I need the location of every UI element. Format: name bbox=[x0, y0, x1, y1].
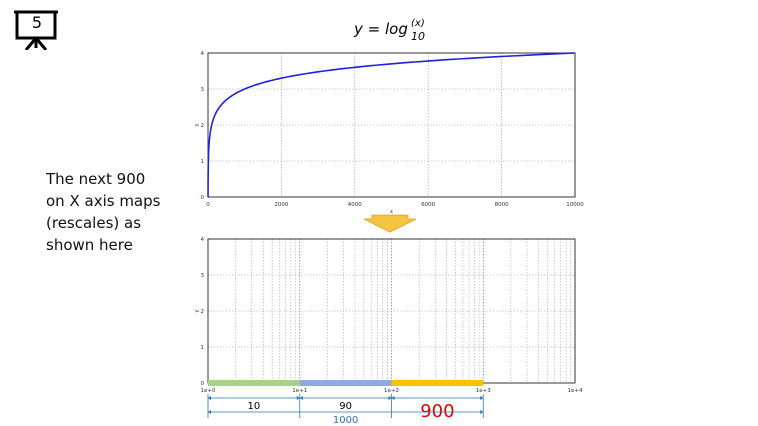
y-tick-label: 3 bbox=[201, 87, 205, 93]
side-note-line: (rescales) as bbox=[46, 214, 142, 232]
x-tick-label: 1e+0 bbox=[201, 388, 216, 394]
segment-label: 10 bbox=[248, 401, 261, 412]
side-note-line: shown here bbox=[46, 236, 133, 254]
arrowhead bbox=[208, 409, 211, 415]
total-label: 1000 bbox=[333, 415, 358, 426]
log-curve bbox=[207, 52, 576, 198]
arrowhead bbox=[388, 395, 392, 401]
range-segments bbox=[208, 380, 484, 386]
range-segment-bar bbox=[299, 380, 392, 386]
bottom-y-axis-label: y bbox=[194, 309, 200, 312]
y-tick-label: 1 bbox=[201, 159, 205, 165]
y-tick-label: 0 bbox=[201, 195, 205, 201]
x-tick-label: 2000 bbox=[274, 202, 288, 208]
segment-label: 90 bbox=[339, 401, 352, 412]
arrowhead bbox=[391, 395, 395, 401]
x-tick-label: 4000 bbox=[348, 202, 362, 208]
equation-title: y = log 10 (x) bbox=[353, 18, 425, 43]
bottom-chart-grid bbox=[207, 238, 576, 384]
x-tick-label: 1e+2 bbox=[384, 388, 399, 394]
x-tick-label: 6000 bbox=[421, 202, 435, 208]
y-tick-label: 3 bbox=[201, 273, 205, 279]
x-tick-label: 1e+1 bbox=[292, 388, 307, 394]
arrowhead bbox=[296, 395, 300, 401]
y-tick-label: 4 bbox=[201, 237, 205, 243]
arrowhead bbox=[480, 395, 484, 401]
side-note: The next 900 on X axis maps (rescales) a… bbox=[46, 168, 176, 256]
top-chart-ticks: 0 2000 4000 6000 8000 10000 0 1 2 3 4 bbox=[201, 51, 585, 208]
y-tick-label: 4 bbox=[201, 51, 205, 57]
top-y-axis-label: y bbox=[194, 123, 200, 126]
equation-superscript: (x) bbox=[411, 18, 425, 29]
x-tick-label: 0 bbox=[206, 202, 210, 208]
arrowhead bbox=[299, 395, 303, 401]
down-arrow-icon bbox=[363, 214, 417, 233]
x-tick-label: 1e+3 bbox=[476, 388, 491, 394]
equation-subscript: 10 bbox=[411, 30, 425, 43]
y-tick-label: 0 bbox=[201, 381, 205, 387]
y-tick-label: 2 bbox=[201, 309, 205, 315]
top-chart-frame bbox=[207, 52, 576, 198]
side-note-line: on X axis maps bbox=[46, 192, 161, 210]
y-tick-label: 2 bbox=[201, 123, 205, 129]
segment-label-highlight: 900 bbox=[420, 401, 454, 422]
y-tick-label: 1 bbox=[201, 345, 205, 351]
presentation-board-icon bbox=[14, 10, 58, 50]
arrowhead bbox=[208, 395, 211, 401]
side-note-line: The next 900 bbox=[46, 170, 146, 188]
dimension-annotations: 10 90 900 1000 bbox=[207, 394, 484, 426]
top-x-axis-label: x bbox=[390, 209, 393, 215]
range-segment-bar bbox=[391, 380, 484, 386]
x-tick-label: 1e+4 bbox=[568, 388, 583, 394]
top-chart-grid bbox=[207, 52, 576, 198]
range-segment-bar bbox=[208, 380, 300, 386]
arrowhead bbox=[480, 409, 484, 415]
x-tick-label: 10000 bbox=[566, 202, 584, 208]
bottom-chart-ticks: 1e+0 1e+1 1e+2 1e+3 1e+4 0 1 2 3 4 bbox=[201, 237, 583, 394]
slide-number: 5 bbox=[31, 13, 43, 32]
equation-main: y = log bbox=[353, 20, 408, 38]
x-tick-label: 8000 bbox=[495, 202, 509, 208]
